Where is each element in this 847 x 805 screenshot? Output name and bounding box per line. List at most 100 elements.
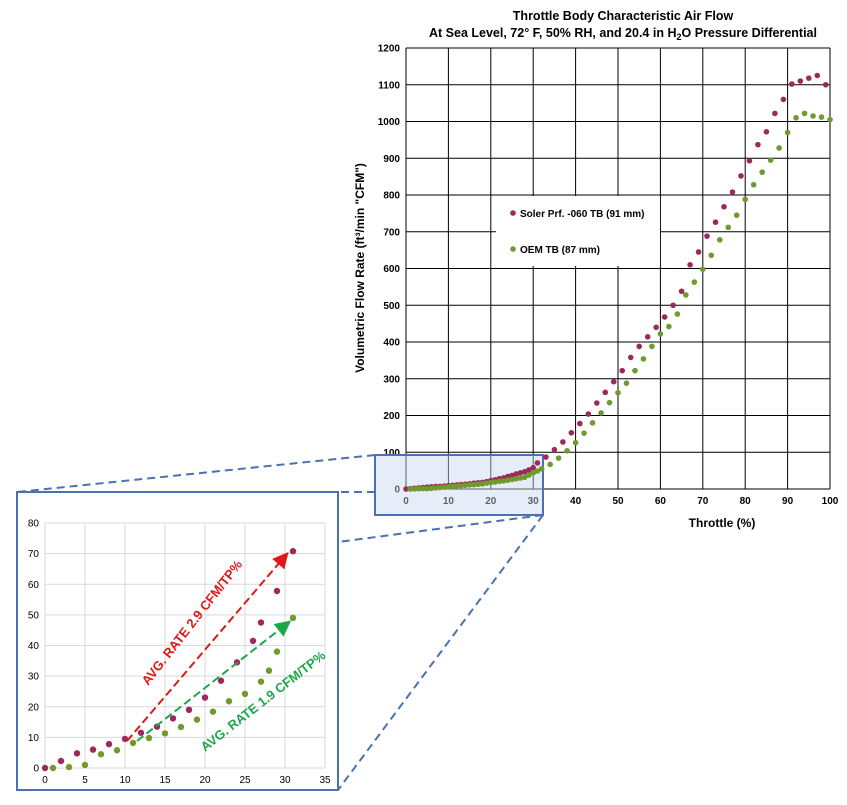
main-y-tick-labels: 0 100 200 300 400 500 600 700 800 900 1000 1100 1200 <box>378 44 401 496</box>
data-point-series-1 <box>424 485 431 492</box>
y-tick-label: 400 <box>383 338 400 349</box>
data-point-series-0 <box>169 715 177 722</box>
data-point-series-1 <box>649 343 655 350</box>
data-point-series-1 <box>500 478 507 484</box>
data-point-series-1 <box>564 447 570 454</box>
data-point-series-1 <box>526 472 532 478</box>
data-point-series-0 <box>217 677 225 684</box>
data-point-series-0 <box>653 324 659 331</box>
data-point-series-0 <box>105 740 113 748</box>
data-point-series-1 <box>265 667 273 674</box>
data-point-series-1 <box>445 483 452 490</box>
legend-marker-oem <box>510 246 516 252</box>
x-tick-label: 0 <box>42 775 48 786</box>
data-point-series-0 <box>636 343 642 350</box>
y-tick-label: 20 <box>28 702 40 713</box>
data-point-series-1 <box>810 113 816 119</box>
main-y-axis-label: Volumetric Flow Rate (ft³/min "CFM") <box>353 163 367 373</box>
main-x-tick-labels: 0 10 20 30 40 50 60 70 80 90 100 <box>403 496 839 507</box>
data-point-series-0 <box>41 764 49 772</box>
data-point-series-1 <box>801 110 808 117</box>
x-tick-label: 15 <box>159 775 171 786</box>
data-point-series-0 <box>534 460 541 466</box>
data-point-series-1 <box>530 470 536 476</box>
x-tick-label: 100 <box>822 496 839 507</box>
x-tick-label: 40 <box>570 496 582 507</box>
data-point-series-1 <box>475 481 481 488</box>
y-tick-label: 200 <box>383 411 400 422</box>
data-point-series-1 <box>538 465 545 472</box>
data-point-series-1 <box>488 479 494 486</box>
data-point-series-0 <box>661 314 668 320</box>
x-tick-label: 25 <box>239 775 251 786</box>
data-point-series-0 <box>797 78 804 84</box>
y-tick-label: 1000 <box>378 117 401 128</box>
data-point-series-0 <box>594 400 600 406</box>
x-tick-label: 10 <box>119 775 131 786</box>
data-point-series-0 <box>712 219 719 225</box>
data-point-series-1 <box>640 356 647 362</box>
data-point-series-1 <box>454 483 460 489</box>
data-point-series-0 <box>670 302 676 309</box>
data-point-series-1 <box>827 116 833 123</box>
data-point-series-1 <box>683 292 689 298</box>
data-point-series-1 <box>572 439 579 446</box>
data-point-series-0 <box>729 189 736 195</box>
main-gridlines <box>405 47 831 490</box>
data-point-series-1 <box>420 485 426 492</box>
data-point-series-0 <box>610 378 617 385</box>
data-point-series-0 <box>772 110 778 117</box>
y-tick-label: 900 <box>383 154 400 165</box>
data-point-series-1 <box>776 145 782 151</box>
data-point-series-0 <box>530 464 536 471</box>
data-point-series-0 <box>57 757 65 765</box>
data-point-series-0 <box>806 75 812 81</box>
data-point-series-0 <box>738 173 744 179</box>
data-point-series-0 <box>543 454 549 460</box>
y-tick-label: 10 <box>28 733 40 744</box>
data-point-series-1 <box>49 764 57 772</box>
y-tick-label: 800 <box>383 191 400 202</box>
main-data-points <box>403 72 833 492</box>
y-tick-label: 60 <box>28 580 40 591</box>
legend-box <box>496 196 660 266</box>
data-point-series-1 <box>471 481 477 488</box>
data-point-series-1 <box>733 212 740 219</box>
data-point-series-1 <box>458 482 464 489</box>
data-point-series-1 <box>521 474 528 481</box>
data-point-series-1 <box>606 399 613 406</box>
x-tick-label: 90 <box>782 496 794 507</box>
data-point-series-1 <box>225 698 233 705</box>
y-tick-label: 100 <box>383 448 400 459</box>
y-tick-label: 1100 <box>378 80 400 91</box>
data-point-series-1 <box>209 708 217 715</box>
data-point-series-0 <box>513 471 520 477</box>
data-point-series-0 <box>201 694 209 701</box>
x-tick-label: 80 <box>740 496 752 507</box>
data-point-series-0 <box>721 203 727 210</box>
zoom-connector-right <box>337 514 544 543</box>
data-point-series-1 <box>700 266 706 273</box>
data-point-series-1 <box>415 485 422 492</box>
data-point-series-1 <box>257 678 265 685</box>
data-point-series-1 <box>496 478 503 485</box>
x-tick-label: 20 <box>199 775 211 786</box>
data-point-series-1 <box>407 486 414 492</box>
data-point-series-0 <box>560 439 566 445</box>
x-tick-label: 20 <box>485 496 497 507</box>
data-point-series-0 <box>185 706 193 714</box>
data-point-series-0 <box>521 468 528 475</box>
data-point-series-0 <box>763 128 770 135</box>
data-point-series-0 <box>789 81 795 87</box>
data-point-series-1 <box>750 181 757 188</box>
data-point-series-1 <box>598 410 604 416</box>
data-point-series-1 <box>555 455 562 461</box>
data-point-series-1 <box>793 115 799 121</box>
data-point-series-1 <box>449 483 456 490</box>
data-point-series-1 <box>113 747 121 754</box>
data-point-series-1 <box>479 481 486 487</box>
data-point-series-0 <box>257 619 265 626</box>
x-tick-label: 60 <box>655 496 667 507</box>
y-tick-label: 600 <box>383 264 400 275</box>
